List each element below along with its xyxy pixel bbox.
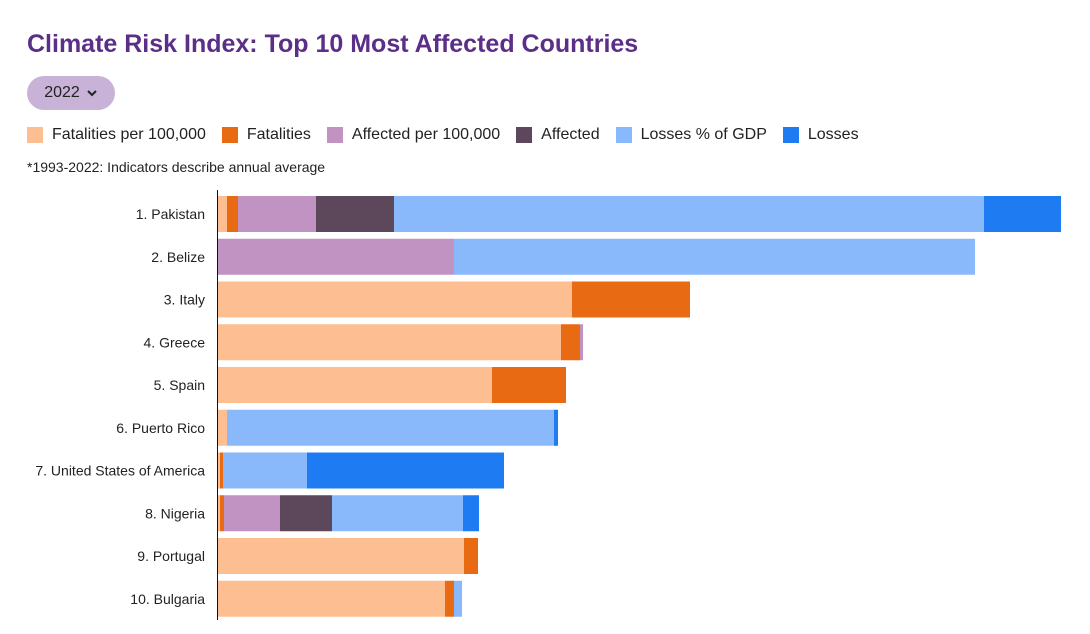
legend-label: Affected [541,126,600,143]
category-label: 8. Nigeria [145,505,205,521]
bar-segment[interactable] [218,281,572,318]
bar-segment[interactable] [580,324,583,361]
legend-label: Fatalities [246,126,311,143]
bar-segment[interactable] [218,238,454,275]
bar-segment[interactable] [332,495,463,532]
legend-swatch [615,127,632,143]
bar-segment[interactable] [984,196,1061,232]
bar-segment[interactable] [224,495,280,532]
bar-segment[interactable] [316,196,394,232]
category-label: 5. Spain [154,377,205,393]
category-label: 6. Puerto Rico [116,420,205,436]
chart-note: *1993-2022: Indicators describe annual a… [27,159,326,175]
bar-segment[interactable] [218,452,220,489]
legend-item: Losses [782,126,859,144]
legend-item: Affected [516,126,600,144]
bar-segment[interactable] [223,452,307,489]
legend-item: Affected per 100,000 [326,126,501,144]
bar-segment[interactable] [218,409,227,446]
bar-segment[interactable] [394,196,984,232]
year-dropdown[interactable]: 2022 [27,76,115,110]
legend-label: Affected per 100,000 [351,126,501,143]
legend-label: Losses % of GDP [640,126,767,143]
legend-swatch [326,127,343,143]
category-label: 3. Italy [164,292,205,308]
legend-swatch [27,127,43,143]
bar-segment[interactable] [463,495,479,532]
bar-segment[interactable] [561,324,580,361]
category-label: 9. Portugal [137,548,205,564]
chart-legend: Fatalities per 100,000 Fatalities Affected… [27,126,859,144]
legend-item: Losses % of GDP [615,126,767,144]
legend-swatch [516,127,533,143]
bar-segment[interactable] [464,538,478,574]
bar-segment[interactable] [492,367,566,403]
bar-segment[interactable] [454,238,975,275]
bar-segment[interactable] [218,196,227,232]
bar-segment[interactable] [554,409,558,446]
category-label: 7. United States of America [35,463,205,479]
bar-segment[interactable] [220,495,224,532]
legend-swatch [782,127,799,143]
year-dropdown-value: 2022 [44,84,80,101]
legend-label: Losses [807,126,859,143]
page-title: Climate Risk Index: Top 10 Most Affected… [27,30,639,58]
legend-item: Fatalities per 100,000 [27,126,206,144]
bar-segment[interactable] [454,580,462,617]
chevron-down-icon [87,90,97,97]
stacked-bar-chart: 1. Pakistan 2. Belize 3. Italy 4. Greece 5. … [35,190,1061,620]
bar-segment[interactable] [227,196,238,232]
category-label: 2. Belize [151,249,205,265]
bar-segment[interactable] [218,495,220,532]
bar-segment[interactable] [572,281,690,318]
bar-segment[interactable] [218,367,492,403]
bar-segment[interactable] [218,324,561,361]
bar-segment[interactable] [218,538,464,574]
category-label: 1. Pakistan [136,206,205,222]
bar-segment[interactable] [218,580,445,617]
bar-segment[interactable] [280,495,332,532]
bar-segment[interactable] [307,452,504,489]
bar-segment[interactable] [445,580,454,617]
category-label: 10. Bulgaria [130,591,205,607]
category-label: 4. Greece [144,334,206,350]
legend-item: Fatalities [221,126,311,144]
legend-swatch [221,127,238,143]
legend-label: Fatalities per 100,000 [52,126,206,143]
bar-segment[interactable] [220,452,223,489]
bar-segment[interactable] [238,196,316,232]
bar-segment[interactable] [227,409,554,446]
